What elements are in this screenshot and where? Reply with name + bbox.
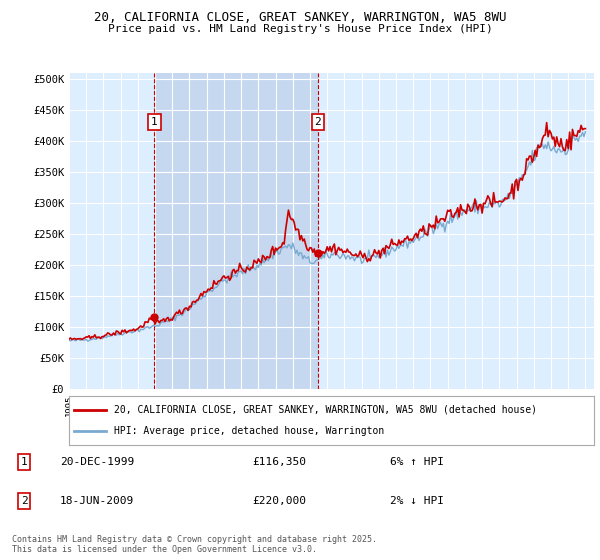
Text: 20, CALIFORNIA CLOSE, GREAT SANKEY, WARRINGTON, WA5 8WU: 20, CALIFORNIA CLOSE, GREAT SANKEY, WARR… xyxy=(94,11,506,24)
Text: 2: 2 xyxy=(20,496,28,506)
Text: 18-JUN-2009: 18-JUN-2009 xyxy=(60,496,134,506)
Text: Price paid vs. HM Land Registry's House Price Index (HPI): Price paid vs. HM Land Registry's House … xyxy=(107,24,493,34)
Text: 20, CALIFORNIA CLOSE, GREAT SANKEY, WARRINGTON, WA5 8WU (detached house): 20, CALIFORNIA CLOSE, GREAT SANKEY, WARR… xyxy=(113,405,536,415)
Text: 1: 1 xyxy=(151,117,158,127)
Bar xyxy=(154,73,318,389)
Text: 20-DEC-1999: 20-DEC-1999 xyxy=(60,457,134,467)
Text: 6% ↑ HPI: 6% ↑ HPI xyxy=(390,457,444,467)
Text: HPI: Average price, detached house, Warrington: HPI: Average price, detached house, Warr… xyxy=(113,426,384,436)
Text: Contains HM Land Registry data © Crown copyright and database right 2025.
This d: Contains HM Land Registry data © Crown c… xyxy=(12,535,377,554)
Text: 2: 2 xyxy=(314,117,321,127)
Text: 2% ↓ HPI: 2% ↓ HPI xyxy=(390,496,444,506)
Text: £116,350: £116,350 xyxy=(252,457,306,467)
Text: £220,000: £220,000 xyxy=(252,496,306,506)
Text: 1: 1 xyxy=(20,457,28,467)
